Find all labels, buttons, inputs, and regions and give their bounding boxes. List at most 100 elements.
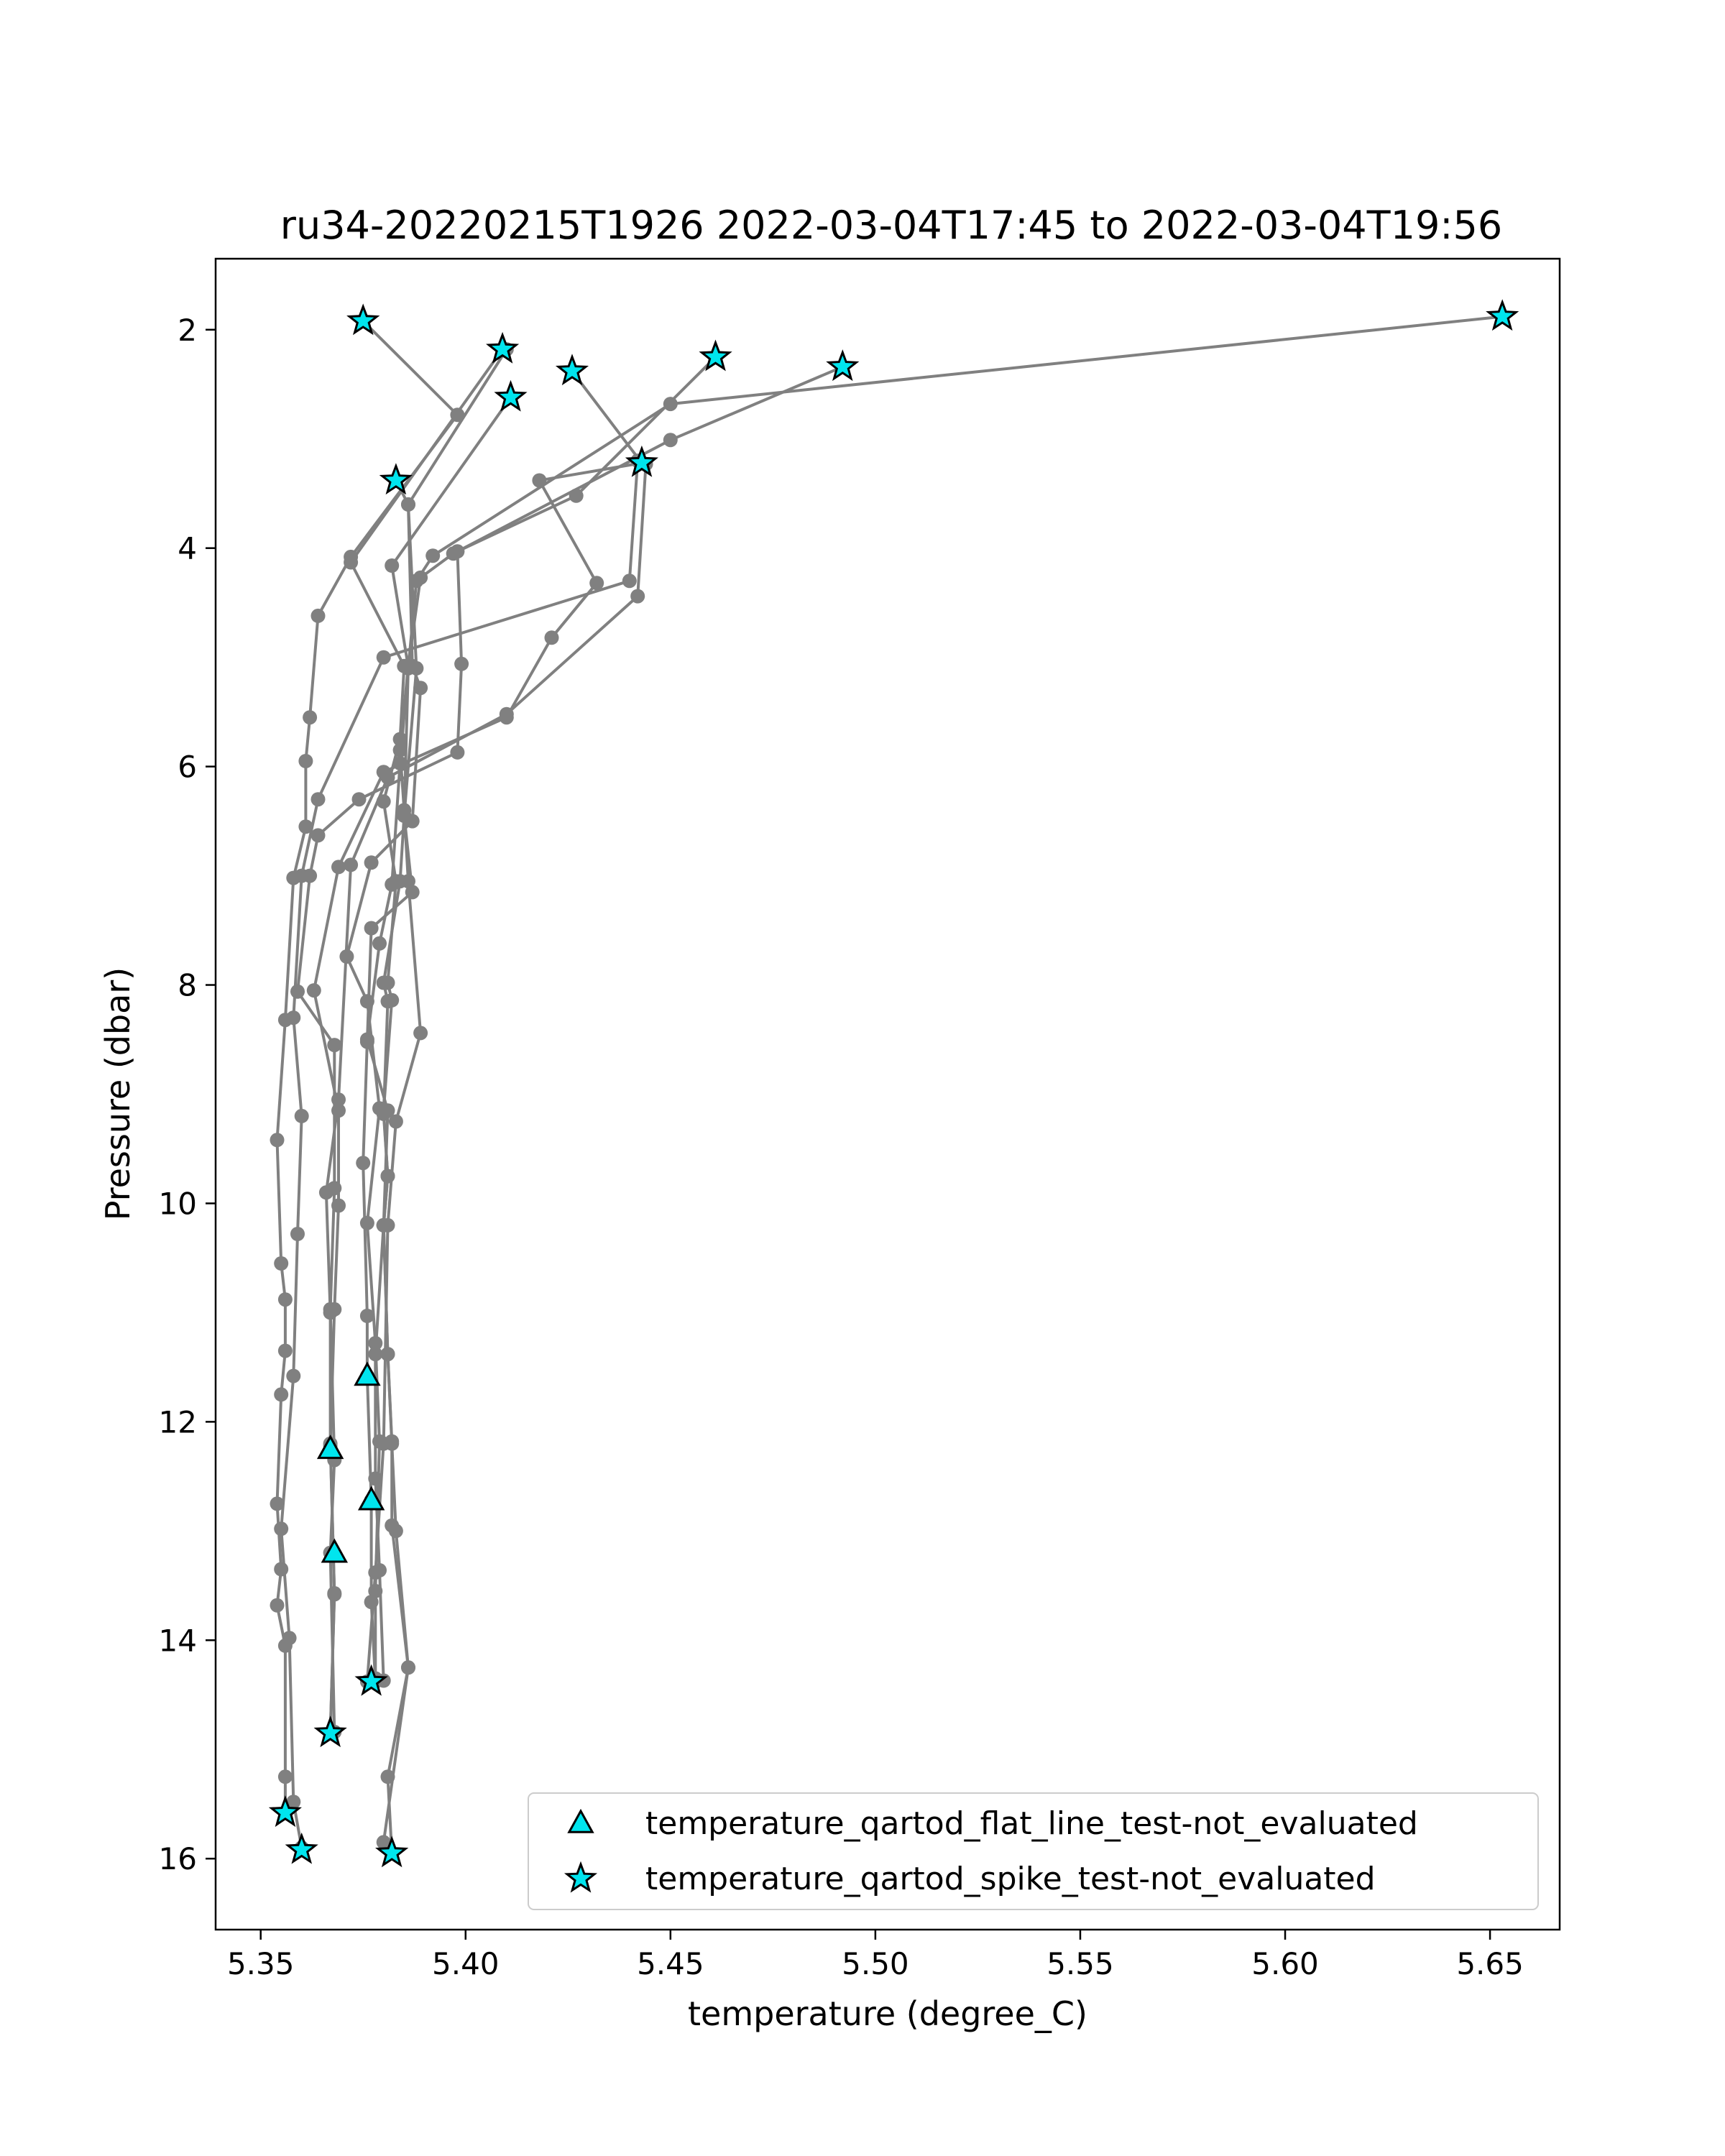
- y-tick-label: 14: [159, 1623, 197, 1658]
- profile-point: [392, 874, 408, 889]
- flags-layer: [268, 299, 1519, 1868]
- profile-point: [270, 1598, 285, 1613]
- spike-flag-marker: [375, 1835, 409, 1868]
- profile-point: [426, 548, 441, 563]
- profile-point: [331, 860, 346, 875]
- profile-point: [454, 656, 469, 671]
- profile-point: [306, 983, 321, 998]
- profile-point: [282, 1631, 297, 1646]
- plot-frame: [214, 257, 1561, 1931]
- profile-point: [663, 433, 678, 448]
- profile-point: [274, 1387, 289, 1402]
- profile-point: [589, 576, 604, 591]
- profile-point: [327, 1038, 342, 1053]
- profile-point: [270, 1133, 285, 1148]
- profile-point: [630, 589, 645, 604]
- profile-point: [298, 819, 313, 834]
- legend-box: [528, 1792, 1539, 1910]
- y-tick-label: 2: [178, 313, 197, 348]
- profile-point: [286, 1010, 301, 1026]
- profile-point: [323, 1305, 338, 1320]
- profile-point: [663, 397, 678, 412]
- profile-point: [401, 497, 415, 512]
- x-tick-label: 5.35: [227, 1946, 295, 1981]
- profile-point: [359, 1309, 374, 1323]
- x-tick-label: 5.65: [1456, 1946, 1524, 1981]
- profile-point: [372, 936, 387, 951]
- profile-point: [376, 1106, 391, 1121]
- profile-point: [392, 742, 408, 757]
- profile-point: [344, 857, 359, 872]
- profile-point: [294, 1108, 309, 1123]
- spike-flag-marker: [486, 331, 520, 364]
- spike-flag-marker: [379, 463, 413, 495]
- profile-line: [365, 365, 844, 1682]
- spike-flag-marker: [625, 445, 658, 477]
- flat-line-flag-marker: [357, 1485, 385, 1511]
- profile-point: [388, 1524, 403, 1539]
- legend-label: temperature_qartod_flat_line_test-not_ev…: [645, 1805, 1418, 1842]
- profile-point: [397, 808, 412, 823]
- profile-series: [344, 342, 510, 1861]
- x-tick-label: 5.60: [1251, 1946, 1319, 1981]
- profile-point: [364, 855, 379, 870]
- profile-point: [286, 1795, 301, 1810]
- x-tick-label: 5.55: [1046, 1946, 1114, 1981]
- spike-flag-marker: [313, 1715, 347, 1748]
- profile-point: [294, 868, 309, 883]
- profile-point: [270, 1496, 285, 1511]
- profiles-layer: [270, 309, 1510, 1861]
- profile-series: [376, 342, 514, 1861]
- profile-point: [277, 1292, 293, 1307]
- profile-point: [413, 570, 428, 585]
- profile-point: [286, 1368, 301, 1383]
- spike-flag-marker: [285, 1832, 318, 1864]
- profile-point: [290, 1227, 305, 1241]
- profile-point: [388, 1114, 403, 1129]
- profile-point: [376, 650, 391, 665]
- profile-point: [376, 975, 391, 990]
- y-tick-label: 10: [159, 1186, 197, 1221]
- profile-point: [380, 1347, 395, 1362]
- profile-line: [324, 464, 648, 1733]
- profile-series: [270, 313, 465, 1820]
- profile-point: [344, 555, 359, 570]
- profile-point: [359, 1215, 374, 1230]
- profile-point: [380, 1169, 395, 1184]
- profile-line: [365, 315, 1503, 1681]
- y-axis-label: Pressure (dbar): [98, 967, 137, 1220]
- legend-triangle-marker: [567, 1808, 594, 1833]
- profile-series: [274, 453, 645, 1855]
- profile-point: [356, 1156, 371, 1171]
- profile-point: [368, 1565, 383, 1580]
- profile-point: [401, 1660, 415, 1675]
- profile-point: [380, 770, 395, 785]
- profile-point: [499, 706, 514, 722]
- x-axis-label: temperature (degree_C): [688, 1994, 1087, 2033]
- profile-point: [331, 1092, 346, 1107]
- profile-point: [298, 754, 313, 768]
- profile-point: [290, 984, 305, 999]
- profile-point: [327, 1587, 342, 1602]
- legend-label: temperature_qartod_spike_test-not_evalua…: [645, 1861, 1376, 1897]
- spike-flag-marker: [268, 1795, 302, 1828]
- flat-line-flag-marker: [354, 1361, 381, 1386]
- profile-point: [376, 1835, 391, 1850]
- y-tick-label: 16: [159, 1841, 197, 1876]
- profile-series: [318, 456, 653, 1741]
- spike-flag-marker: [555, 354, 589, 386]
- legend-entry: temperature_qartod_spike_test-not_evalua…: [564, 1861, 1376, 1897]
- y-axis: 2 4 6 8 10 12 14 16: [159, 313, 216, 1876]
- legend-entries: temperature_qartod_flat_line_test-not_ev…: [564, 1805, 1418, 1897]
- spike-flag-marker: [826, 349, 860, 382]
- profile-point: [413, 681, 428, 696]
- profile-point: [310, 792, 326, 807]
- y-tick-label: 4: [178, 531, 197, 566]
- profile-point: [359, 1032, 374, 1047]
- profile-point: [303, 710, 318, 725]
- profile-point: [385, 1436, 400, 1451]
- profile-point: [274, 1256, 289, 1271]
- profile-point: [274, 1562, 289, 1577]
- profile-point: [380, 994, 395, 1009]
